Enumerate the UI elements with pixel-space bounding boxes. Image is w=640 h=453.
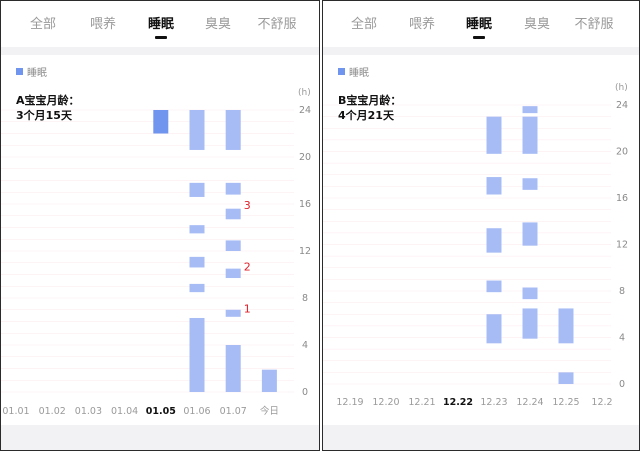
x-tick-label: 12.23 bbox=[480, 397, 507, 408]
sleep-segment-bar bbox=[522, 178, 538, 190]
x-tick-label: 01.05 bbox=[146, 406, 176, 417]
sleep-segment-bar bbox=[189, 225, 205, 234]
y-tick-label: 8 bbox=[302, 293, 308, 304]
baby-age-label: A宝宝月龄： bbox=[16, 94, 80, 107]
active-tab-indicator bbox=[155, 36, 167, 39]
y-tick-label: 20 bbox=[616, 147, 628, 158]
chart-legend: 睡眠 bbox=[338, 64, 369, 79]
chart-legend: 睡眠 bbox=[16, 64, 47, 79]
y-tick-label: 4 bbox=[302, 340, 308, 351]
y-tick-label: 24 bbox=[299, 105, 311, 116]
legend-label: 睡眠 bbox=[27, 68, 47, 79]
sleep-segment-bar bbox=[522, 308, 538, 339]
y-tick-label: 12 bbox=[616, 240, 628, 251]
tab-poop[interactable]: 臭臭 bbox=[204, 17, 232, 32]
sleep-segment-bar bbox=[522, 106, 538, 114]
sleep-segment-bar bbox=[486, 177, 502, 195]
x-tick-label: 01.06 bbox=[183, 406, 210, 417]
y-tick-label: 12 bbox=[299, 246, 311, 257]
x-tick-label: 01.02 bbox=[39, 406, 66, 417]
sleep-segment-bar bbox=[486, 314, 502, 344]
sleep-segment-bar bbox=[522, 222, 538, 246]
sleep-segment-bar bbox=[486, 228, 502, 253]
sleep-segment-bar bbox=[189, 182, 205, 197]
tab-sleep[interactable]: 睡眠 bbox=[147, 17, 175, 32]
x-tick-label: 12.24 bbox=[516, 397, 543, 408]
category-tabs: 全部 喂养 睡眠 臭臭 不舒服 bbox=[1, 1, 319, 47]
sleep-segment-bar bbox=[189, 317, 205, 392]
sleep-segment-bar bbox=[225, 110, 241, 150]
legend-swatch bbox=[338, 68, 345, 75]
y-axis-unit: (h) bbox=[298, 88, 311, 98]
y-tick-label: 0 bbox=[619, 379, 625, 390]
baby-age-note: B宝宝月龄： 4个月21天 bbox=[338, 93, 401, 123]
sleep-segment-bar bbox=[153, 110, 169, 134]
sleep-segment-bar bbox=[225, 240, 241, 251]
sleep-segment-bar bbox=[486, 280, 502, 293]
y-tick-label: 4 bbox=[619, 333, 625, 344]
x-tick-label: 01.03 bbox=[75, 406, 102, 417]
sleep-segment-bar bbox=[225, 345, 241, 392]
sleep-segment-bar bbox=[522, 116, 538, 154]
x-tick-label: 01.01 bbox=[2, 406, 29, 417]
legend-swatch bbox=[16, 68, 23, 75]
sleep-segment-bar bbox=[189, 110, 205, 150]
tab-all[interactable]: 全部 bbox=[350, 17, 378, 32]
active-tab-indicator bbox=[473, 36, 485, 39]
x-tick-label: 12.22 bbox=[443, 397, 473, 408]
sleep-segment-bar bbox=[225, 309, 241, 317]
baby-age-label: B宝宝月龄： bbox=[338, 94, 402, 107]
tab-feeding[interactable]: 喂养 bbox=[89, 17, 117, 32]
y-tick-label: 24 bbox=[616, 100, 628, 111]
tab-unwell[interactable]: 不舒服 bbox=[257, 17, 297, 32]
y-tick-label: 8 bbox=[619, 286, 625, 297]
x-tick-label: 01.04 bbox=[111, 406, 138, 417]
sleep-segment-bar bbox=[522, 287, 538, 300]
x-tick-label: 今日 bbox=[260, 405, 279, 417]
tab-all[interactable]: 全部 bbox=[29, 17, 57, 32]
sleep-chart-panel-b: 全部 喂养 睡眠 臭臭 不舒服 睡眠 (h) 0 4 8 12 16 20 24 12.19 12… bbox=[322, 0, 640, 451]
x-tick-label: 12.19 bbox=[336, 397, 363, 408]
sleep-segment-bar bbox=[189, 283, 205, 293]
sleep-segment-bar bbox=[189, 256, 205, 268]
baby-age-value: 4个月21天 bbox=[338, 109, 394, 122]
y-tick-label: 0 bbox=[302, 387, 308, 398]
sleep-segment-bar bbox=[558, 308, 574, 344]
tab-feeding[interactable]: 喂养 bbox=[408, 17, 436, 32]
tab-unwell[interactable]: 不舒服 bbox=[574, 17, 614, 32]
category-tabs: 全部 喂养 睡眠 臭臭 不舒服 bbox=[323, 1, 639, 47]
sleep-segment-bar bbox=[225, 268, 241, 279]
sleep-segment-bar bbox=[225, 182, 241, 195]
tab-sleep[interactable]: 睡眠 bbox=[465, 17, 493, 32]
tab-poop[interactable]: 臭臭 bbox=[523, 17, 551, 32]
x-tick-label: 12.21 bbox=[408, 397, 435, 408]
sleep-segment-bar bbox=[486, 116, 502, 154]
y-tick-label: 16 bbox=[616, 193, 628, 204]
x-tick-label: 12.2 bbox=[591, 397, 612, 408]
annotation-number: 3 bbox=[244, 199, 251, 212]
baby-age-note: A宝宝月龄： 3个月15天 bbox=[16, 93, 80, 123]
sleep-timeline-chart: (h) 0 4 8 12 16 20 24 12.19 12.20 12.21 12.22 12.23 1… bbox=[323, 83, 628, 408]
annotation-number: 1 bbox=[244, 303, 251, 316]
y-tick-label: 16 bbox=[299, 199, 311, 210]
sleep-segment-bar bbox=[225, 208, 241, 220]
sleep-segment-bar bbox=[261, 369, 277, 392]
legend-label: 睡眠 bbox=[349, 68, 369, 79]
sleep-chart-panel-a: 全部 喂养 睡眠 臭臭 不舒服 睡眠 (h) 0 4 8 12 16 20 24 01.01 01… bbox=[0, 0, 320, 451]
baby-age-value: 3个月15天 bbox=[16, 109, 72, 122]
x-tick-label: 12.20 bbox=[372, 397, 399, 408]
annotation-number: 2 bbox=[244, 260, 251, 273]
x-tick-label: 01.07 bbox=[220, 406, 247, 417]
y-tick-label: 20 bbox=[299, 152, 311, 163]
y-axis-unit: (h) bbox=[615, 83, 628, 93]
chart-card: 睡眠 (h) 0 4 8 12 16 20 24 12.19 12.20 12.21 12.22 12.… bbox=[323, 55, 639, 425]
chart-card: 睡眠 (h) 0 4 8 12 16 20 24 01.01 01.02 01.03 01.04 01.… bbox=[1, 55, 319, 425]
x-tick-label: 12.25 bbox=[552, 397, 579, 408]
sleep-segment-bar bbox=[558, 372, 574, 384]
